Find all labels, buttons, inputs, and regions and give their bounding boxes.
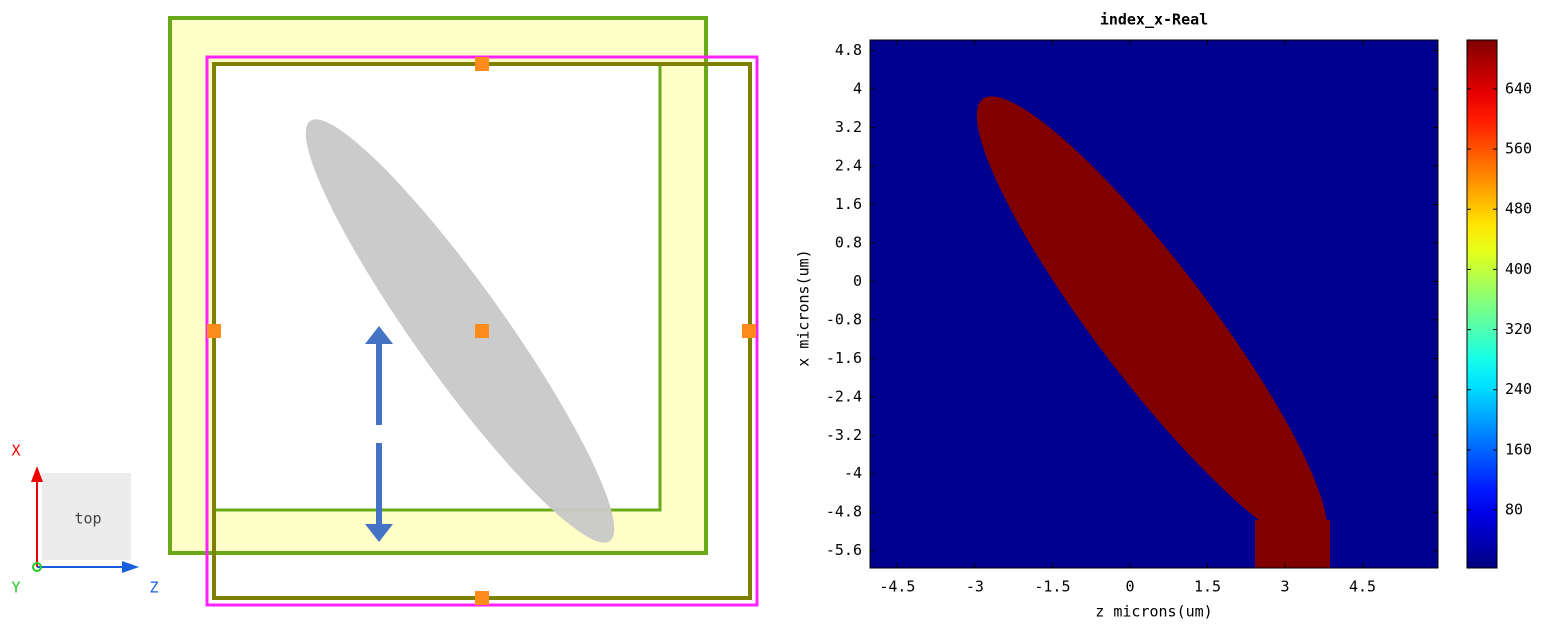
y-tick-label: 4 xyxy=(853,80,862,98)
y-tick-label: 0 xyxy=(853,272,862,290)
colorbar-tick-label: 560 xyxy=(1505,140,1532,158)
chart-title: index_x-Real xyxy=(1100,11,1208,29)
y-axis-label: x microns(um) xyxy=(795,249,813,366)
x-axis-head xyxy=(31,466,43,482)
index-region xyxy=(976,96,1330,568)
y-tick-label: -5.6 xyxy=(826,541,862,559)
x-tick-label: 1.5 xyxy=(1194,578,1221,596)
colorbar-tick-label: 80 xyxy=(1505,501,1523,519)
y-tick-label: -4 xyxy=(844,464,862,482)
axis-label: X xyxy=(11,442,20,460)
plot-frame xyxy=(869,39,1439,569)
y-tick-label: -1.6 xyxy=(826,349,862,367)
handle[interactable] xyxy=(475,591,489,605)
handle[interactable] xyxy=(475,324,489,338)
colorbar-tick-label: 480 xyxy=(1505,200,1532,218)
y-tick-label: -3.2 xyxy=(826,426,862,444)
y-tick-label: 4.8 xyxy=(835,41,862,59)
handles xyxy=(207,57,756,605)
y-tick-label: -2.4 xyxy=(826,387,862,405)
x-tick-label: 0 xyxy=(1125,578,1134,596)
colorbar-tick-label: 640 xyxy=(1505,79,1532,97)
y-tick-label: 3.2 xyxy=(835,118,862,136)
axis-label: Z xyxy=(149,579,158,597)
view-name: top xyxy=(74,510,101,528)
y-axis-dot xyxy=(32,562,42,572)
y-tick-label: -0.8 xyxy=(826,310,862,328)
handle[interactable] xyxy=(742,324,756,338)
cad-view: top X Y Z xyxy=(11,16,759,607)
y-tick-label: 0.8 xyxy=(835,233,862,251)
x-tick-label: -3 xyxy=(966,578,984,596)
colorbar-tick-label: 320 xyxy=(1505,320,1532,338)
y-tick-label: 1.6 xyxy=(835,195,862,213)
x-tick-label: 3 xyxy=(1281,578,1290,596)
chart: index_x-Real z microns(um) x microns(um) xyxy=(795,11,1498,621)
x-tick-label: -4.5 xyxy=(879,578,915,596)
z-axis-head xyxy=(122,561,139,573)
colorbar-tick-label: 160 xyxy=(1505,440,1532,458)
colorbar-tick-label: 240 xyxy=(1505,380,1532,398)
colorbar-tick-label: 400 xyxy=(1505,260,1532,278)
y-tick-label: -4.8 xyxy=(826,503,862,521)
colorbar xyxy=(1466,39,1498,569)
handle[interactable] xyxy=(475,57,489,71)
x-tick-label: -1.5 xyxy=(1034,578,1070,596)
axis-label: Y xyxy=(11,579,20,597)
x-axis-label: z microns(um) xyxy=(1095,603,1212,621)
y-tick-label: 2.4 xyxy=(835,156,862,174)
view-box xyxy=(42,473,131,560)
x-tick-label: 4.5 xyxy=(1349,578,1376,596)
direction-arrow xyxy=(365,326,393,542)
ellipse-object[interactable] xyxy=(274,95,647,567)
handle[interactable] xyxy=(207,324,221,338)
